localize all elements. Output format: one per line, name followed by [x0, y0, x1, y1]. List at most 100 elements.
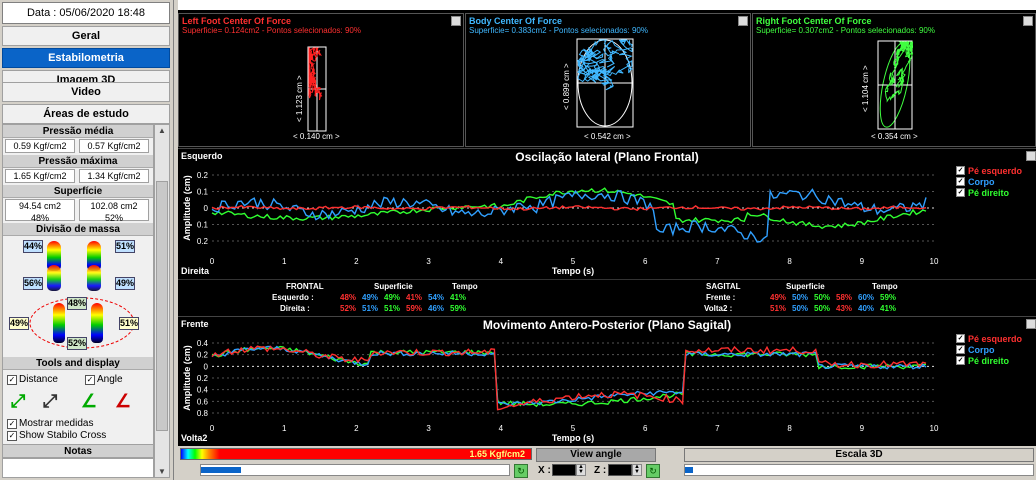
sagital-volta2-cell: 41% [880, 304, 897, 313]
z-input[interactable] [608, 464, 632, 476]
maximize-icon[interactable] [738, 16, 748, 26]
x-tick-label: 3 [426, 424, 431, 433]
escala-3d-header: Escala 3D [684, 448, 1034, 462]
sagital-volta2-cell: 50% [814, 304, 831, 313]
stats-frente: Frente : [706, 293, 736, 302]
stats-f-superficie: Superficie [374, 282, 413, 291]
z-label: Z : [594, 465, 607, 476]
chart2-legend: ✓ Pé esquerdo ✓ Corpo ✓ Pé direito [956, 333, 1022, 366]
sagital-frente-cell: 59% [880, 293, 897, 302]
right-foot-cop-title: Right Foot Center Of Force [756, 16, 872, 26]
legend2-pe-esquerdo[interactable]: ✓ Pé esquerdo [956, 333, 1023, 344]
divisao-header: Divisão de massa [3, 223, 153, 236]
pressao-maxima-left: 1.65 Kgf/cm2 [5, 169, 75, 183]
add-angle-icon[interactable]: ∠ [81, 391, 98, 411]
scroll-down-icon[interactable]: ▼ [158, 467, 166, 476]
y-axis-label: Amplitude (cm) [182, 175, 192, 241]
legend-corpo[interactable]: ✓ Corpo [956, 176, 995, 187]
frontal-dir-cell: 51% [362, 304, 379, 313]
mass-center-top: 48% [67, 297, 87, 310]
apply-scale-icon[interactable]: ↻ [514, 464, 528, 478]
pressure-slider-fill [201, 467, 241, 473]
frontal-esq-cell: 41% [406, 293, 423, 302]
y-axis-label: Amplitude (cm) [182, 345, 192, 411]
tools-header: Tools and display [3, 357, 153, 370]
series-pe-direito [211, 187, 927, 230]
nav-geral[interactable]: Geral [2, 26, 170, 46]
superficie-right: 102.08 cm2 52% [79, 199, 149, 223]
y-tick-label: 0.2 [197, 171, 209, 180]
legend2-corpo[interactable]: ✓ Corpo [956, 344, 995, 355]
y-tick-label: 0.1 [197, 221, 209, 230]
escala-3d-slider[interactable] [684, 464, 1034, 476]
add-distance-icon[interactable]: ⤢ [11, 391, 26, 411]
maximize-icon[interactable] [451, 16, 461, 26]
superficie-left-val: 94.54 cm2 [18, 201, 62, 211]
pressure-scale: 1.65 Kgf/cm2 [180, 448, 532, 460]
chart2-bottom-label: Volta2 [181, 433, 208, 443]
body-cop-height: < 0.899 cm > [562, 63, 571, 110]
distance-checkbox[interactable]: ✓ Distance [7, 374, 58, 385]
y-tick-label: 0.8 [197, 409, 209, 418]
pressao-media-header: Pressão média [3, 125, 153, 138]
x-tick-label: 0 [210, 257, 215, 266]
nav-estabilometria[interactable]: Estabilometria [2, 48, 170, 68]
maximize-icon[interactable] [1026, 151, 1036, 161]
sagital-frente-cell: 50% [792, 293, 809, 302]
x-tick-label: 8 [787, 424, 792, 433]
series-pe-esquerdo [211, 204, 927, 212]
x-axis-label: Tempo (s) [552, 266, 594, 276]
stats-s-superficie: Superficie [786, 282, 825, 291]
pressao-media-left: 0.59 Kgf/cm2 [5, 139, 75, 153]
legend2-pe-direito[interactable]: ✓ Pé direito [956, 355, 1010, 366]
pressao-media-right: 0.57 Kgf/cm2 [79, 139, 149, 153]
x-tick-label: 2 [354, 424, 359, 433]
apply-angle-icon[interactable]: ↻ [646, 464, 660, 478]
angle-checkbox[interactable]: ✓ Angle [85, 374, 123, 385]
body-cop-sub: Superficie= 0.383cm2 - Pontos selecionad… [469, 26, 648, 35]
x-tick-label: 10 [930, 257, 939, 266]
x-tick-label: 6 [643, 424, 648, 433]
nav-video[interactable]: Video [2, 82, 170, 102]
superficie-left-pct: 48% [30, 213, 49, 223]
nav-areas-estudo[interactable]: Áreas de estudo [2, 104, 170, 124]
superficie-left: 94.54 cm2 48% [5, 199, 75, 223]
stats-panel: Pressão média 0.59 Kgf/cm2 0.57 Kgf/cm2 … [2, 124, 154, 478]
left-foot-icon [47, 241, 61, 271]
remove-distance-icon[interactable]: ⤢ [43, 391, 58, 411]
series-pe-esquerdo [211, 345, 927, 411]
body-cop-panel: Body Center Of Force Superficie= 0.383cm… [465, 13, 751, 147]
mass-bot-left: 56% [23, 277, 43, 290]
mass-top-left: 44% [23, 240, 43, 253]
sagital-frente-cell: 58% [836, 293, 853, 302]
frontal-dir-cell: 59% [450, 304, 467, 313]
scroll-up-icon[interactable]: ▲ [158, 126, 166, 135]
maximize-icon[interactable] [1026, 319, 1036, 329]
x-tick-label: 2 [354, 257, 359, 266]
scroll-thumb[interactable] [156, 181, 168, 431]
x-tick-label: 8 [787, 257, 792, 266]
sagital-volta2-cell: 50% [792, 304, 809, 313]
superficie-right-val: 102.08 cm2 [90, 201, 138, 211]
x-tick-label: 6 [643, 257, 648, 266]
remove-angle-icon[interactable]: ∠ [115, 391, 132, 411]
frontal-dir-cell: 51% [384, 304, 401, 313]
sagital-chart: Frente Movimento Antero-Posterior (Plano… [178, 316, 1036, 446]
show-stabilo-checkbox[interactable]: ✓ Show Stabilo Cross [7, 430, 107, 441]
mostrar-medidas-checkbox[interactable]: ✓ Mostrar medidas [7, 418, 94, 429]
left-scrollbar[interactable]: ▲ ▼ [154, 124, 170, 478]
distance-label: Distance [19, 374, 58, 385]
notes-textarea[interactable] [2, 458, 154, 478]
stats-sagital: SAGITAL [706, 282, 741, 291]
x-input[interactable] [552, 464, 576, 476]
chart2-title: Movimento Antero-Posterior (Plano Sagita… [482, 318, 732, 332]
x-spin[interactable]: ▲ ▼ [576, 464, 586, 476]
right-foot-cop-height: < 1.104 cm > [861, 65, 870, 112]
pressure-slider[interactable] [200, 464, 510, 476]
panel-splitter[interactable] [174, 0, 178, 480]
legend-pe-direito[interactable]: ✓ Pé direito [956, 187, 1010, 198]
legend-pe-esquerdo[interactable]: ✓ Pé esquerdo [956, 165, 1023, 176]
mass-center-left: 49% [9, 317, 29, 330]
z-spin[interactable]: ▲ ▼ [632, 464, 642, 476]
maximize-icon[interactable] [1023, 16, 1033, 26]
